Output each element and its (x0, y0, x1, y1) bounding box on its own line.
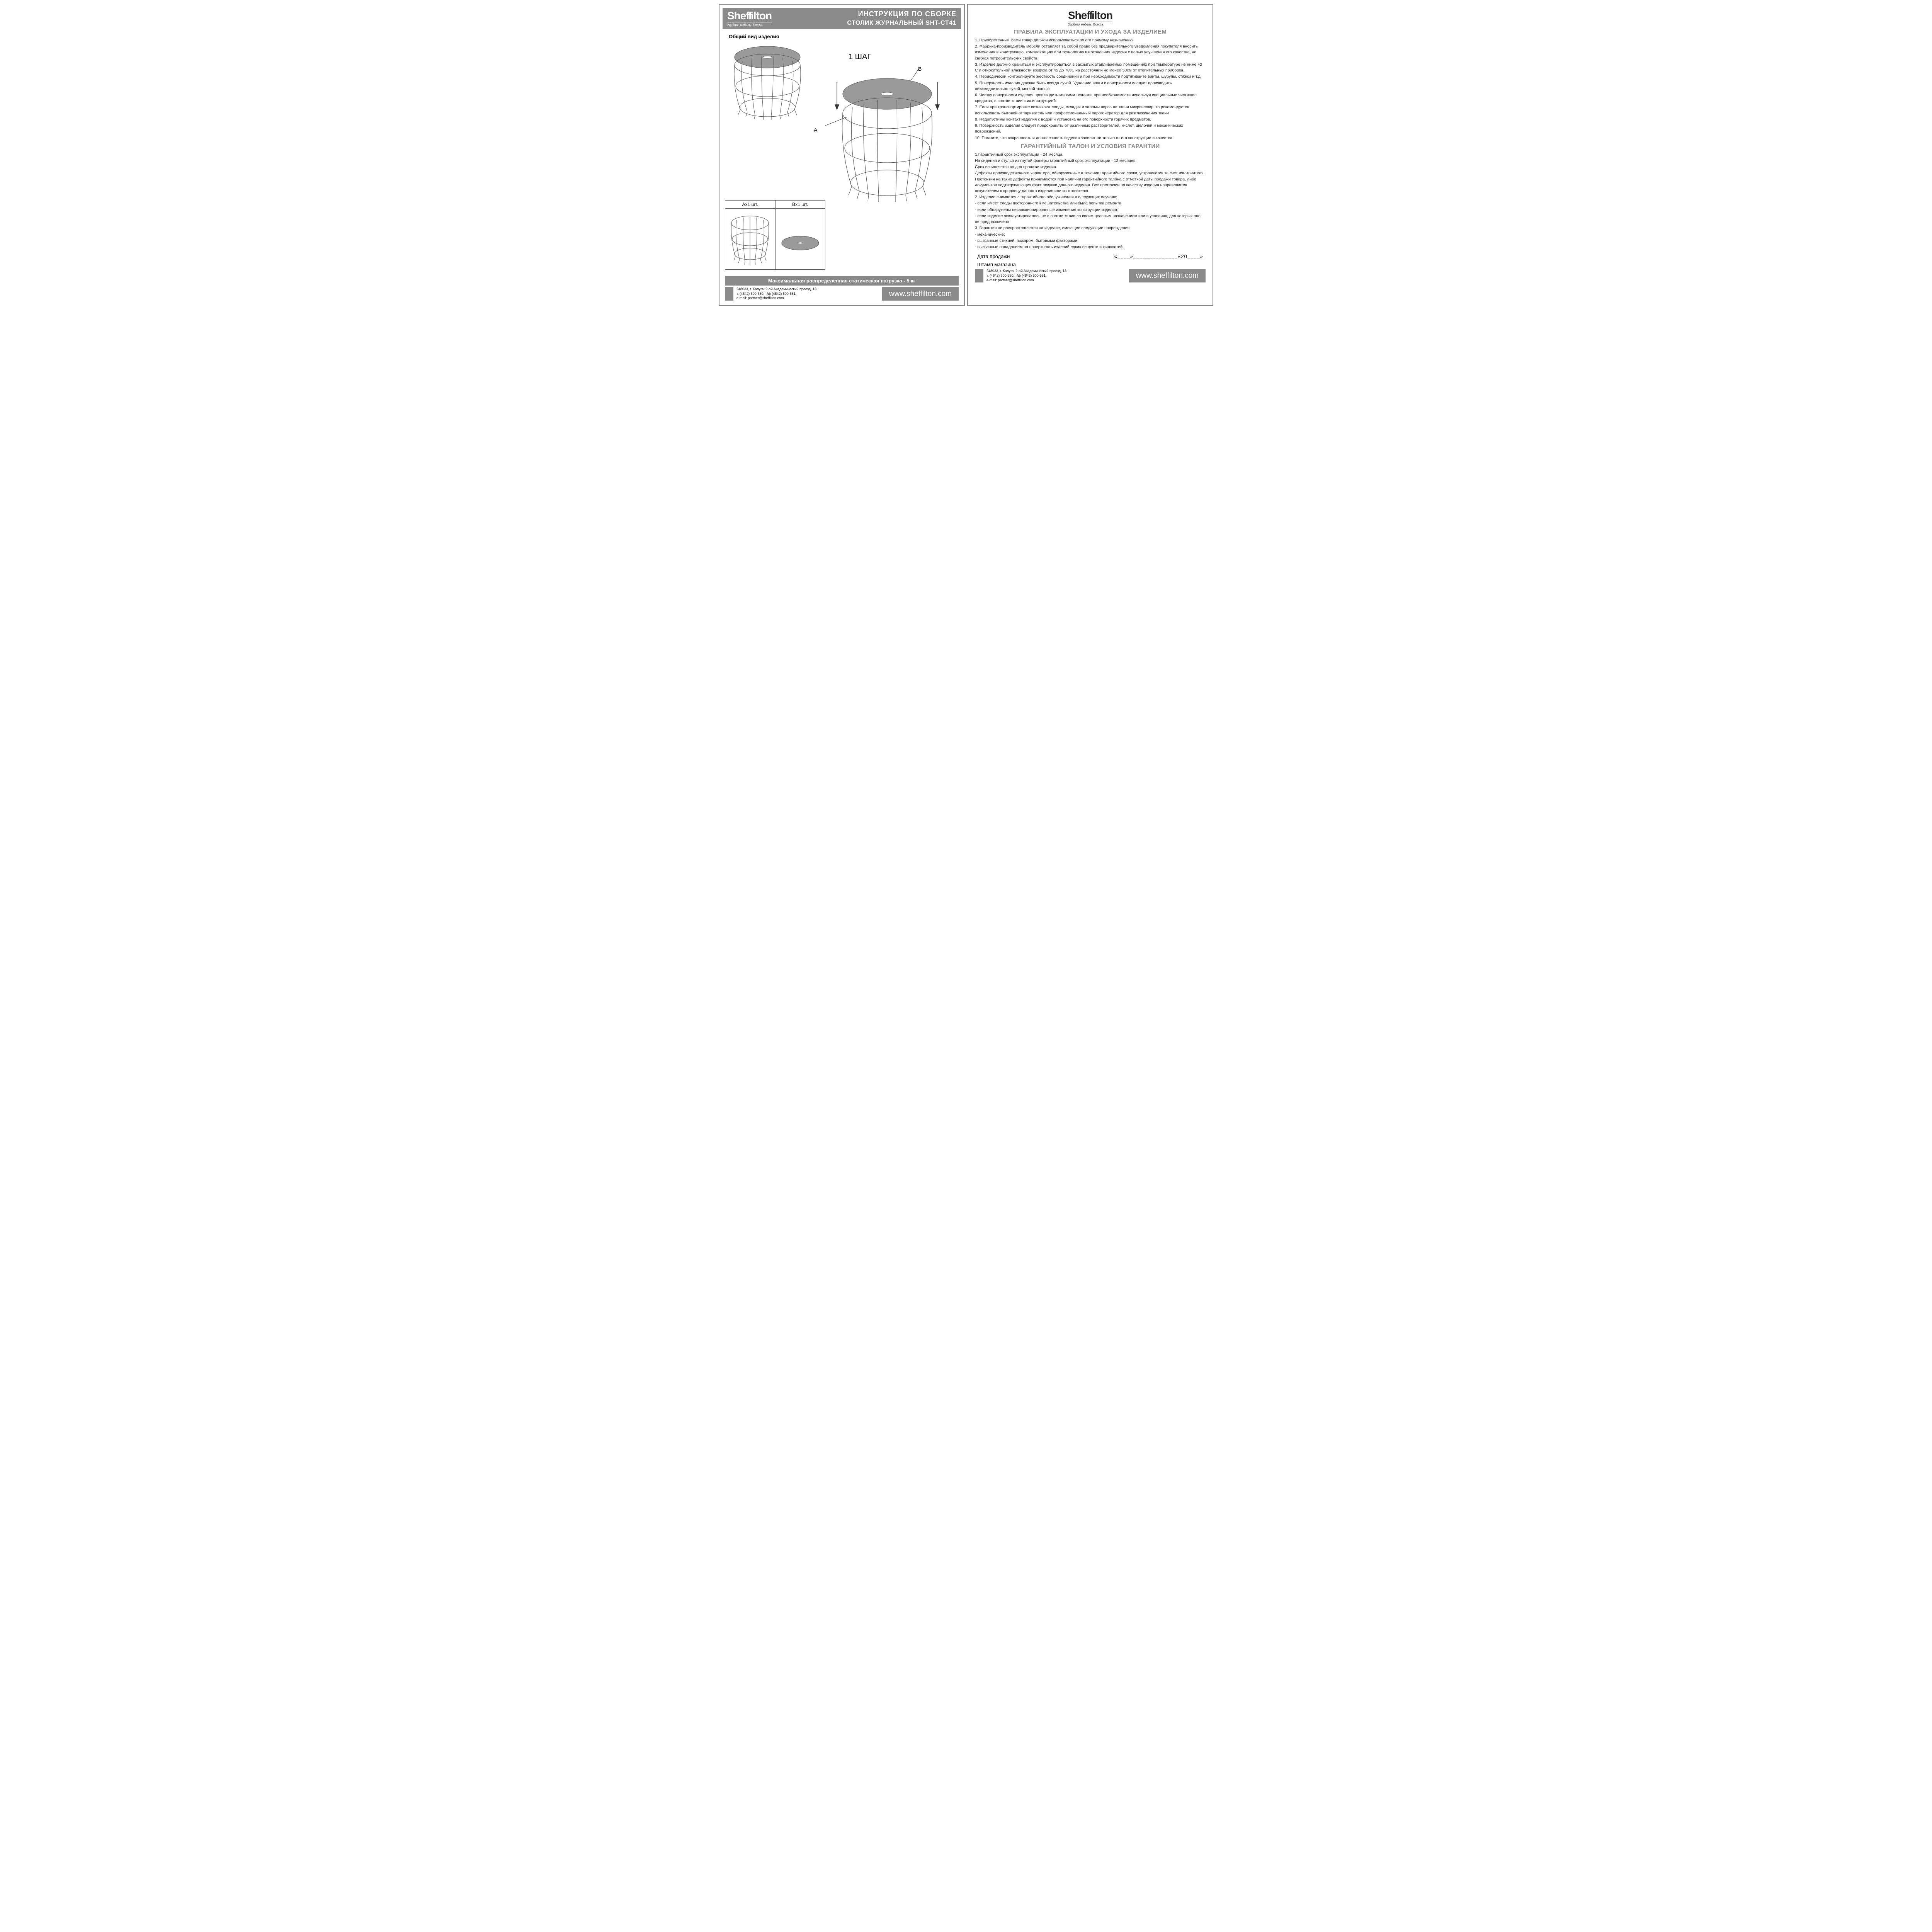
product-title: СТОЛИК ЖУРНАЛЬНЫЙ SHT-CT41 (779, 20, 956, 27)
warranty-item: - если изделие эксплуатировалось не в со… (975, 213, 1206, 225)
warranty-item: - механические; (975, 232, 1206, 238)
warranty-item: На сидения и стулья из гнутой фанеры гар… (975, 158, 1206, 164)
logo-text: Sheffilton (727, 10, 772, 21)
addr-line3: e-mail: partner@sheffilton.com (736, 296, 879, 301)
sale-date-label: Дата продажи (977, 253, 1010, 259)
rule-item: 5. Поверхность изделия должна быть всегд… (975, 80, 1206, 92)
assembly-step-svg (825, 63, 949, 218)
rule-item: 1. Приобретенный Вами товар должен испол… (975, 37, 1206, 43)
rule-item: 9. Поверхность изделия следует предохран… (975, 123, 1206, 134)
rule-item: 8. Недопустимы контакт изделия с водой и… (975, 117, 1206, 122)
contact-block: 248033, г. Калуга, 2-ой Академический пр… (736, 287, 879, 301)
rule-item: 3. Изделие должно храниться и эксплуатир… (975, 62, 1206, 73)
brand-logo: Sheffilton Удобная мебель. Всегда. (727, 10, 772, 27)
product-overview-svg (729, 42, 806, 123)
logo-tagline-dark: Удобная мебель. Всегда. (1068, 22, 1112, 26)
part-a-label: Aх1 шт. (725, 201, 775, 209)
page-right: Sheffilton Удобная мебель. Всегда. ПРАВИ… (967, 4, 1213, 306)
page-left: Sheffilton Удобная мебель. Всегда. ИНСТР… (719, 4, 965, 306)
rules-title: ПРАВИЛА ЭКСПЛУАТАЦИИ И УХОДА ЗА ИЗДЕЛИЕМ (975, 29, 1206, 35)
right-body: Sheffilton Удобная мебель. Всегда. ПРАВИ… (971, 8, 1209, 302)
warranty-title: ГАРАНТИЙНЫЙ ТАЛОН И УСЛОВИЯ ГАРАНТИИ (975, 143, 1206, 150)
footer-square-icon (725, 287, 733, 301)
warranty-item: Срок исчисляется со дня продажи изделия. (975, 164, 1206, 170)
sale-date-row: Дата продажи «____»______________«20____… (975, 253, 1206, 259)
sale-date-blank: «____»______________«20____» (1114, 253, 1203, 259)
parts-table: Aх1 шт. (725, 200, 825, 270)
rule-item: 2. Фабрика-производитель мебели оставляе… (975, 44, 1206, 61)
part-a-cell: Aх1 шт. (725, 201, 776, 269)
stamp-label: Штамп магазина (977, 262, 1206, 267)
logo-center: Sheffilton Удобная мебель. Всегда. (975, 10, 1206, 26)
max-load-bar: Максимальная распределенная статическая … (725, 276, 959, 286)
footer-right: 248033, г. Калуга, 2-ой Академический пр… (975, 269, 1206, 282)
addr-line2: т. (4842) 500-580, т/ф (4842) 500-581, (986, 274, 1126, 278)
general-view-label: Общий вид изделия (729, 34, 959, 39)
warranty-item: 3. Гарантия не распространяется на издел… (975, 225, 1206, 231)
two-page-spread: Sheffilton Удобная мебель. Всегда. ИНСТР… (719, 4, 1213, 306)
rule-item: 7. Если при транспортировке возникают сл… (975, 104, 1206, 116)
part-b-cell: Bх1 шт. (776, 201, 825, 269)
part-b-image (776, 209, 825, 269)
doc-title: ИНСТРУКЦИЯ ПО СБОРКЕ (779, 10, 956, 18)
left-body: Общий вид изделия 1 ШАГ A B (723, 29, 961, 302)
warranty-item: - если имеет следы постороннего вмешател… (975, 201, 1206, 206)
warranty-list: 1.Гарантийный срок эксплуатации - 24 мес… (975, 152, 1206, 251)
addr-line2: т. (4842) 500-580, т/ф (4842) 500-581, (736, 292, 879, 296)
addr-line3: e-mail: partner@sheffilton.com (986, 278, 1126, 283)
warranty-item: - вызванные стихией, пожаром, бытовыми ф… (975, 238, 1206, 244)
part-a-image (725, 209, 775, 269)
addr-line1: 248033, г. Калуга, 2-ой Академический пр… (986, 269, 1126, 274)
warranty-item: - если обнаружены несанкционированные из… (975, 207, 1206, 213)
warranty-item: Дефекты производственного характера, обн… (975, 170, 1206, 194)
footer-left: 248033, г. Калуга, 2-ой Академический пр… (725, 287, 959, 301)
warranty-item: 2. Изделие снимается с гарантийного обсл… (975, 194, 1206, 200)
step-label: 1 ШАГ (849, 53, 871, 61)
warranty-item: 1.Гарантийный срок эксплуатации - 24 мес… (975, 152, 1206, 158)
logo-text-dark: Sheffilton (1068, 10, 1112, 21)
rules-list: 1. Приобретенный Вами товар должен испол… (975, 37, 1206, 141)
header-titles: ИНСТРУКЦИЯ ПО СБОРКЕ СТОЛИК ЖУРНАЛЬНЫЙ S… (779, 10, 956, 27)
logo-tagline: Удобная мебель. Всегда. (727, 22, 772, 27)
warranty-item: - вызванные попаданием на поверхность из… (975, 244, 1206, 250)
rule-item: 6. Чистку поверхности изделия производит… (975, 92, 1206, 104)
header-bar: Sheffilton Удобная мебель. Всегда. ИНСТР… (723, 8, 961, 29)
part-b-label: Bх1 шт. (776, 201, 825, 209)
rule-item: 10. Помните, что сохранность и долговечн… (975, 135, 1206, 141)
contact-block: 248033, г. Калуга, 2-ой Академический пр… (986, 269, 1126, 282)
footer-square-icon (975, 269, 983, 282)
rule-item: 4. Периодически контролируйте жесткость … (975, 74, 1206, 80)
addr-line1: 248033, г. Калуга, 2-ой Академический пр… (736, 287, 879, 292)
website-url: www.sheffilton.com (1129, 269, 1206, 282)
website-url: www.sheffilton.com (882, 287, 959, 301)
callout-a: A (814, 127, 817, 133)
